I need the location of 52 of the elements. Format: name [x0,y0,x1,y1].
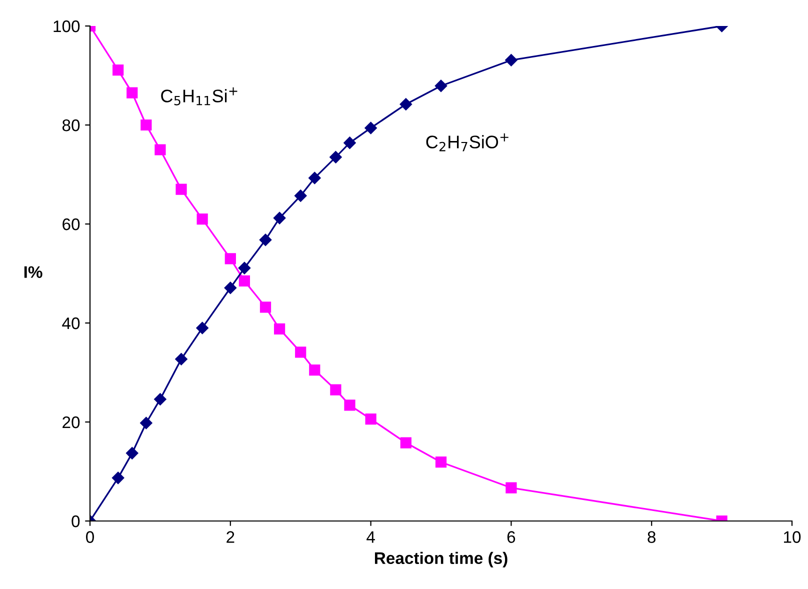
point [112,472,124,484]
point [309,364,320,376]
series-label: C$_{2}$H$_{7}$SiO$^{+}$ [426,133,508,152]
point [260,302,272,313]
point [126,447,138,460]
x-tick-label: 10 [784,531,801,543]
point [259,234,272,246]
y-tick-label: 100 [54,20,80,32]
x-axis-title: Reaction time (s) [374,552,508,568]
point [434,80,448,92]
y-tick-label: 0 [72,515,80,528]
x-tick-label: 2 [226,531,234,543]
point [176,184,187,195]
x-tick-label: 6 [507,531,516,543]
point [273,212,286,224]
point [400,437,412,448]
point [154,393,166,406]
y-tick-label: 60 [62,218,80,230]
point [294,190,307,202]
point [154,144,166,156]
point [196,322,208,334]
point [140,416,152,430]
point [112,64,124,76]
x-tick-label: 8 [648,531,656,543]
point [238,275,250,286]
point [400,98,412,110]
point [365,413,376,425]
point [140,119,152,131]
x-tick-label: 4 [366,531,375,543]
point [308,172,321,184]
point [344,400,356,411]
series-label: C$_{5}$H$_{11}$Si$^{+}$ [161,87,238,106]
point [330,384,342,396]
point [238,262,251,274]
point [435,456,447,468]
point [505,54,518,66]
point [224,282,236,294]
point [295,346,306,358]
point [224,253,236,264]
point [175,353,188,366]
y-tick-label: 40 [62,317,80,330]
point [196,213,208,225]
point [344,136,356,149]
y-axis-title: I% [24,266,42,278]
point [126,87,138,98]
y-tick-label: 20 [62,416,80,428]
point [364,122,377,134]
x-tick-label: 0 [86,531,94,543]
point [274,323,286,334]
point [330,151,342,164]
y-tick-label: 80 [62,119,80,132]
point [506,482,517,494]
